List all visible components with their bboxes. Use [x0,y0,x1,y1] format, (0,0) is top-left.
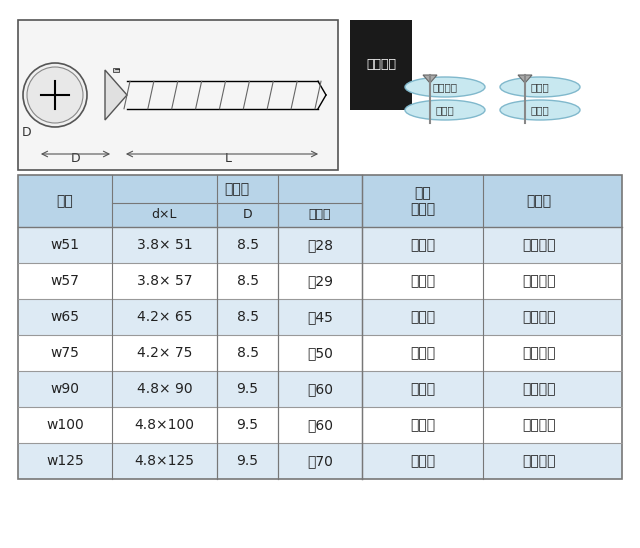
Text: w57: w57 [51,274,79,288]
Text: w75: w75 [51,346,79,360]
Bar [18,175,622,227]
Ellipse shape [500,77,580,97]
Text: ユニクロ: ユニクロ [522,310,556,324]
Text: d×L: d×L [152,208,177,221]
Text: 半29: 半29 [307,274,333,288]
Text: ユニクロ: ユニクロ [522,238,556,252]
Bar [18,299,622,335]
Text: 半ネジ: 半ネジ [410,454,435,468]
Text: 4.8×100: 4.8×100 [134,418,195,432]
Ellipse shape [500,100,580,120]
Text: ユニクロ: ユニクロ [522,418,556,432]
Text: 半ネジ: 半ネジ [410,310,435,324]
Text: 4.8× 90: 4.8× 90 [137,382,192,396]
Bar [18,20,338,170]
Text: 木　材: 木 材 [436,105,454,115]
Text: ユニクロ: ユニクロ [522,274,556,288]
Text: w51: w51 [51,238,79,252]
Text: 半ネジ: 半ネジ [410,382,435,396]
Text: 半ネジ: 半ネジ [410,418,435,432]
Text: ネジ部: ネジ部 [308,208,332,221]
Text: 木　材: 木 材 [531,105,549,115]
Circle shape [27,67,83,123]
Text: 4.2× 75: 4.2× 75 [137,346,192,360]
Text: 半ネジ: 半ネジ [410,346,435,360]
Text: 9.5: 9.5 [237,418,259,432]
Text: D: D [22,127,32,140]
Text: 半70: 半70 [307,454,333,468]
Text: ユニクロ: ユニクロ [522,382,556,396]
Text: 半ネジ: 半ネジ [410,238,435,252]
Text: 半45: 半45 [307,310,333,324]
Text: D: D [71,151,81,164]
Text: 4.8×125: 4.8×125 [134,454,195,468]
Text: ユニクロ: ユニクロ [522,346,556,360]
Bar [18,407,622,443]
Circle shape [23,63,87,127]
Text: 8.5: 8.5 [237,346,259,360]
Text: w125: w125 [46,454,84,468]
Polygon shape [423,75,437,83]
Text: 半60: 半60 [307,418,333,432]
Bar [113,68,119,72]
Polygon shape [518,75,532,83]
Bar [18,227,622,263]
Text: 8.5: 8.5 [237,310,259,324]
Text: ネジ
タイプ: ネジ タイプ [410,186,435,216]
Text: w90: w90 [51,382,79,396]
Text: 3.8× 51: 3.8× 51 [137,238,192,252]
Text: 4.2× 65: 4.2× 65 [137,310,192,324]
Text: サイズ: サイズ [225,182,250,196]
Text: 8.5: 8.5 [237,274,259,288]
Text: 結合素材: 結合素材 [366,59,396,71]
Ellipse shape [405,100,485,120]
Text: 木　材: 木 材 [531,82,549,92]
Text: 品番: 品番 [56,194,73,208]
Text: w100: w100 [46,418,84,432]
Bar [18,371,622,407]
Text: 半ネジ: 半ネジ [410,274,435,288]
Text: ユニクロ: ユニクロ [522,454,556,468]
Text: 3.8× 57: 3.8× 57 [137,274,192,288]
Text: 仕上げ: 仕上げ [526,194,552,208]
Polygon shape [105,70,127,120]
Ellipse shape [405,77,485,97]
Bar [18,335,622,371]
Bar [18,175,622,479]
Text: 9.5: 9.5 [237,454,259,468]
Text: 半50: 半50 [307,346,333,360]
Text: コンパネ: コンパネ [433,82,458,92]
Text: 8.5: 8.5 [237,238,259,252]
Text: L: L [225,151,232,164]
Text: D: D [243,208,252,221]
Text: w65: w65 [51,310,79,324]
Bar [18,263,622,299]
Text: 9.5: 9.5 [237,382,259,396]
Text: 半28: 半28 [307,238,333,252]
Bar [18,443,622,479]
Bar [350,20,412,110]
Text: 半60: 半60 [307,382,333,396]
Bar [18,175,111,227]
